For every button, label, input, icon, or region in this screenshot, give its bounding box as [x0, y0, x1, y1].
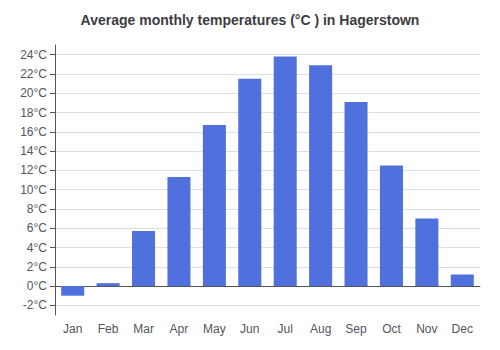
svg-text:10°C: 10°C [20, 183, 47, 197]
svg-text:Aug: Aug [310, 322, 331, 336]
svg-text:Jul: Jul [278, 322, 293, 336]
svg-text:May: May [203, 322, 226, 336]
svg-text:Average monthly temperatures (: Average monthly temperatures (°C ) in Ha… [81, 12, 420, 28]
svg-text:20°C: 20°C [20, 86, 47, 100]
svg-text:-2°C: -2°C [23, 298, 47, 312]
svg-text:Oct: Oct [382, 322, 401, 336]
svg-text:Jan: Jan [63, 322, 82, 336]
svg-text:14°C: 14°C [20, 144, 47, 158]
svg-text:2°C: 2°C [27, 260, 47, 274]
svg-text:Feb: Feb [98, 322, 119, 336]
svg-text:8°C: 8°C [27, 202, 47, 216]
svg-text:0°C: 0°C [27, 279, 47, 293]
svg-text:22°C: 22°C [20, 67, 47, 81]
svg-text:24°C: 24°C [20, 48, 47, 62]
svg-text:Sep: Sep [345, 322, 367, 336]
svg-text:16°C: 16°C [20, 125, 47, 139]
svg-text:6°C: 6°C [27, 221, 47, 235]
svg-text:4°C: 4°C [27, 241, 47, 255]
svg-text:Dec: Dec [452, 322, 473, 336]
svg-text:18°C: 18°C [20, 106, 47, 120]
svg-text:Jun: Jun [240, 322, 259, 336]
svg-text:Apr: Apr [170, 322, 189, 336]
svg-text:Mar: Mar [133, 322, 154, 336]
svg-text:12°C: 12°C [20, 163, 47, 177]
svg-text:Nov: Nov [416, 322, 437, 336]
